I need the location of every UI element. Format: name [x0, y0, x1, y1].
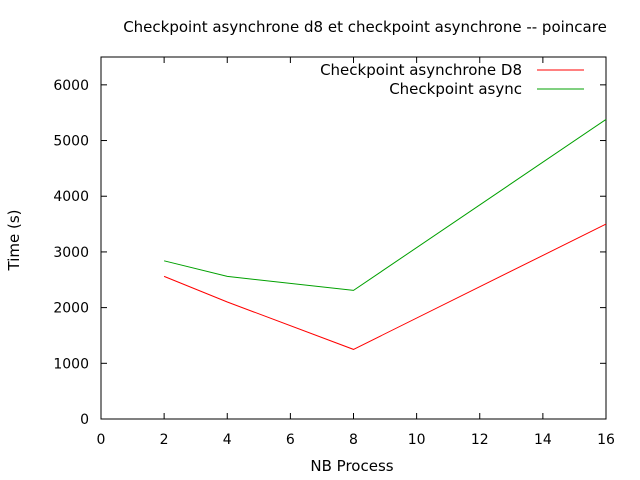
- y-axis-label: Time (s): [5, 210, 23, 272]
- series-line-0: [163, 223, 607, 350]
- x-tick-label: 6: [286, 432, 295, 448]
- x-tick-label: 12: [471, 432, 489, 448]
- x-tick-label: 0: [97, 432, 106, 448]
- y-tick-label: 1000: [53, 356, 89, 372]
- chart-title: Checkpoint asynchrone d8 et checkpoint a…: [123, 18, 607, 36]
- series-line-1: [163, 118, 607, 291]
- series-lines: [163, 118, 607, 350]
- legend-label: Checkpoint asynchrone D8: [320, 61, 522, 79]
- legend-label: Checkpoint async: [389, 80, 522, 98]
- plot-area-border: [100, 56, 607, 420]
- y-tick-label: 2000: [53, 301, 89, 317]
- x-tick-label: 8: [349, 432, 358, 448]
- y-tick-label: 0: [80, 412, 89, 428]
- y-axis: 0 1000 2000 3000 4000 5000 6000: [53, 78, 606, 428]
- x-tick-label: 14: [534, 432, 552, 448]
- x-axis: 0 2 4 6 8 10 12 14 16: [97, 57, 615, 448]
- y-tick-label: 5000: [53, 134, 89, 150]
- y-tick-label: 3000: [53, 245, 89, 261]
- y-tick-label: 6000: [53, 78, 89, 94]
- x-tick-label: 10: [408, 432, 426, 448]
- y-tick-label: 4000: [53, 189, 89, 205]
- x-tick-label: 2: [160, 432, 169, 448]
- x-axis-label: NB Process: [310, 457, 393, 475]
- x-tick-label: 4: [223, 432, 232, 448]
- x-tick-label: 16: [597, 432, 615, 448]
